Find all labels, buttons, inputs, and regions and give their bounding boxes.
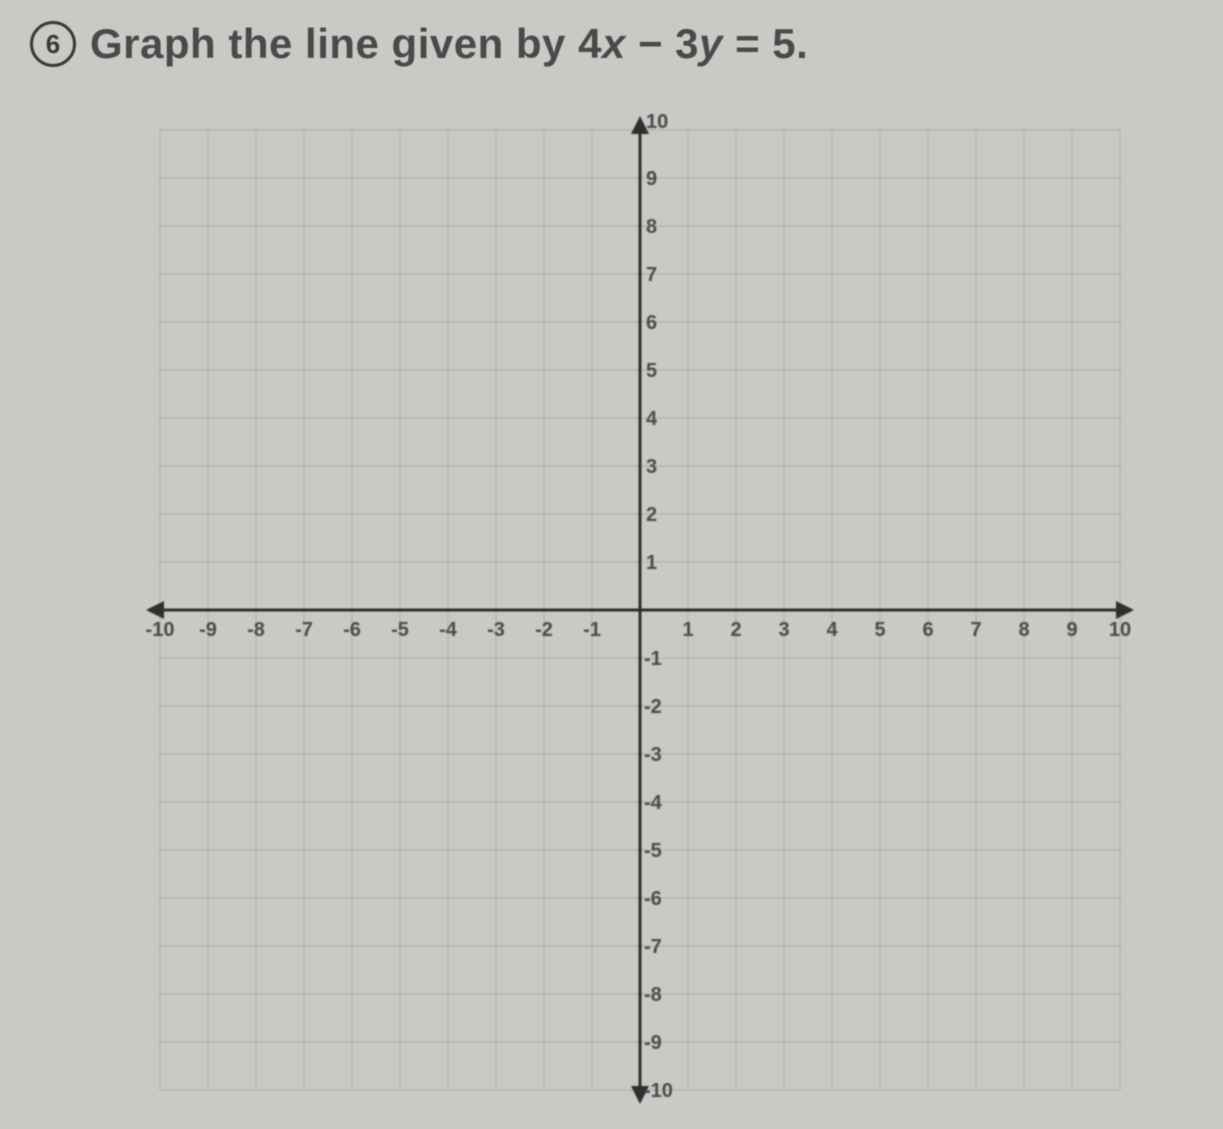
- grid-svg: 1 2 3 4 5 6 7 8 9 10 -1 -2 -3 -4 -5 -6 -7 -8 -9 -10 1 2 3 4 5 6 7 8…: [140, 110, 1140, 1110]
- svg-text:1: 1: [682, 619, 693, 641]
- svg-text:-8: -8: [247, 619, 265, 641]
- svg-text:-2: -2: [535, 619, 553, 641]
- svg-text:6: 6: [922, 619, 933, 641]
- svg-text:5: 5: [874, 619, 885, 641]
- svg-text:8: 8: [1018, 619, 1029, 641]
- svg-text:-7: -7: [295, 619, 313, 641]
- svg-text:9: 9: [1066, 619, 1077, 641]
- svg-text:-3: -3: [487, 619, 505, 641]
- svg-text:-6: -6: [644, 888, 662, 910]
- svg-text:2: 2: [730, 619, 741, 641]
- question-prefix: Graph the line given by: [90, 20, 578, 67]
- svg-text:4: 4: [646, 408, 658, 430]
- svg-text:7: 7: [970, 619, 981, 641]
- svg-text:-9: -9: [199, 619, 217, 641]
- svg-text:10: 10: [1109, 619, 1131, 641]
- question-equation: 4x − 3y = 5.: [578, 20, 808, 67]
- svg-text:-4: -4: [644, 792, 663, 814]
- worksheet-page: 6 Graph the line given by 4x − 3y = 5. 1…: [0, 0, 1223, 1129]
- svg-text:7: 7: [646, 264, 657, 286]
- question-number: 6: [46, 29, 60, 60]
- svg-text:-1: -1: [644, 648, 662, 670]
- svg-text:-6: -6: [343, 619, 361, 641]
- svg-text:10: 10: [646, 111, 668, 133]
- svg-text:-1: -1: [583, 619, 601, 641]
- svg-text:-10: -10: [644, 1080, 673, 1102]
- question-text: Graph the line given by 4x − 3y = 5.: [90, 20, 808, 68]
- svg-text:-4: -4: [439, 619, 458, 641]
- svg-text:4: 4: [826, 619, 838, 641]
- question-number-badge: 6: [30, 21, 76, 67]
- svg-text:2: 2: [646, 504, 657, 526]
- svg-text:-2: -2: [644, 696, 662, 718]
- svg-text:-5: -5: [391, 619, 409, 641]
- svg-text:-5: -5: [644, 840, 662, 862]
- svg-text:-10: -10: [146, 619, 175, 641]
- svg-text:6: 6: [646, 312, 657, 334]
- svg-text:8: 8: [646, 216, 657, 238]
- svg-text:9: 9: [646, 168, 657, 190]
- svg-text:3: 3: [646, 456, 657, 478]
- svg-text:-8: -8: [644, 984, 662, 1006]
- svg-text:3: 3: [778, 619, 789, 641]
- svg-text:5: 5: [646, 360, 657, 382]
- svg-text:-9: -9: [644, 1032, 662, 1054]
- question-line: 6 Graph the line given by 4x − 3y = 5.: [30, 20, 1193, 68]
- svg-text:-7: -7: [644, 936, 662, 958]
- svg-text:-3: -3: [644, 744, 662, 766]
- svg-text:1: 1: [646, 552, 657, 574]
- coordinate-grid: 1 2 3 4 5 6 7 8 9 10 -1 -2 -3 -4 -5 -6 -7 -8 -9 -10 1 2 3 4 5 6 7 8…: [140, 110, 1140, 1110]
